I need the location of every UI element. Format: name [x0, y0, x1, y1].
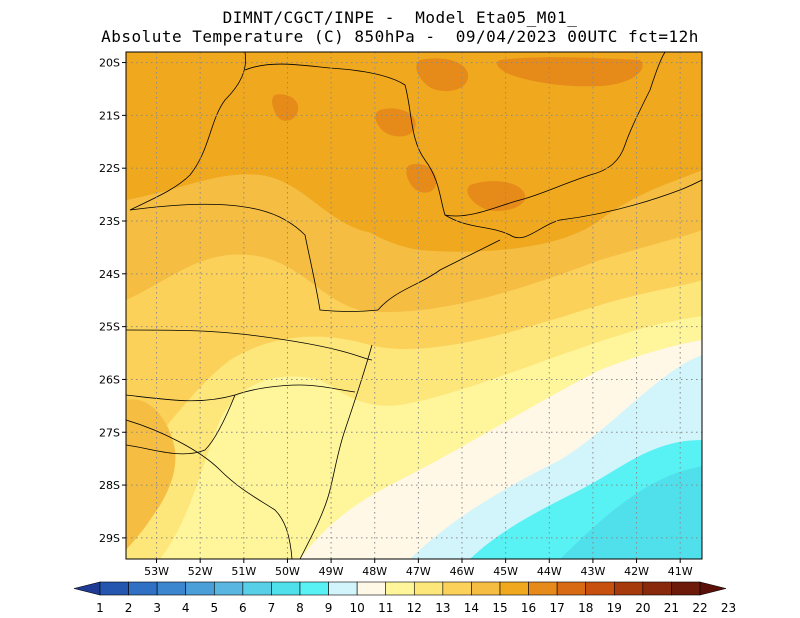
colorbar-box [385, 581, 415, 596]
lon-tick-label: 48W [362, 565, 387, 578]
chart-subtitle: Absolute Temperature (C) 850hPa - 09/04/… [101, 27, 699, 46]
lat-tick-label: 20S [99, 57, 120, 70]
colorbar-box [356, 581, 387, 596]
lat-tick-label: 23S [99, 215, 120, 228]
colorbar-label: 13 [435, 601, 450, 615]
map-frame [125, 51, 703, 560]
colorbar-box [271, 581, 301, 596]
lat-tick-label: 26S [99, 373, 120, 386]
colorbar-label: 10 [350, 601, 365, 615]
colorbar-label: 17 [550, 601, 565, 615]
colorbar-box [585, 581, 615, 596]
colorbar-label: 9 [325, 601, 333, 615]
lon-tick-label: 49W [319, 565, 344, 578]
colorbar-box [185, 581, 215, 596]
lon-tick-label: 46W [450, 565, 475, 578]
lat-tick-label: 21S [99, 109, 120, 122]
colorbar-label: 7 [268, 601, 276, 615]
colorbar-box [156, 581, 187, 596]
colorbar-box [613, 581, 644, 596]
colorbar-label: 20 [635, 601, 650, 615]
lat-lon-grid [126, 52, 702, 559]
colorbar-box [328, 581, 358, 596]
colorbar-arrow-right [699, 581, 727, 596]
colorbar-box [499, 581, 529, 596]
lat-tick-label: 22S [99, 162, 120, 175]
colorbar-label: 2 [125, 601, 133, 615]
colorbar: 1 2 3 4 5 6 7 8 9 10 11 12 13 14 15 16 17 18 19 20 21 22 23 [73, 581, 736, 615]
colorbar-label: 11 [378, 601, 393, 615]
colorbar-label: 4 [182, 601, 190, 615]
colorbar-box [671, 581, 701, 596]
temperature-field [126, 52, 702, 559]
colorbar-label: 3 [153, 601, 161, 615]
lon-tick-label: 51W [231, 565, 256, 578]
colorbar-box [99, 581, 129, 596]
colorbar-label: 12 [407, 601, 422, 615]
lon-tick-label: 41W [668, 565, 693, 578]
lon-tick-label: 47W [406, 565, 431, 578]
lat-tick-label: 25S [99, 321, 120, 334]
latitude-ticks: 20S 21S 22S 23S 24S 25S 26S 27S 28S 29S [99, 57, 126, 545]
colorbar-box [413, 581, 444, 596]
colorbar-box [442, 581, 472, 596]
colorbar-label: 18 [578, 601, 593, 615]
longitude-ticks: 53W 52W 51W 50W 49W 48W 47W 46W 45W 44W 43W 42W 41W [144, 559, 693, 578]
colorbar-box [642, 581, 672, 596]
colorbar-label: 19 [607, 601, 622, 615]
colorbar-label: 15 [492, 601, 507, 615]
colorbar-box [471, 581, 501, 596]
lat-tick-label: 28S [99, 479, 120, 492]
lon-tick-label: 53W [144, 565, 169, 578]
lon-tick-label: 45W [493, 565, 518, 578]
colorbar-box [299, 581, 329, 596]
colorbar-box [128, 581, 158, 596]
colorbar-label: 1 [96, 601, 104, 615]
colorbar-label: 22 [692, 601, 707, 615]
colorbar-label: 21 [664, 601, 679, 615]
lon-tick-label: 44W [537, 565, 562, 578]
colorbar-box [242, 581, 272, 596]
lat-tick-label: 24S [99, 268, 120, 281]
colorbar-label: 14 [464, 601, 479, 615]
boundary-lines [126, 52, 702, 559]
colorbar-label: 16 [521, 601, 536, 615]
lon-tick-label: 50W [275, 565, 300, 578]
lon-tick-label: 42W [624, 565, 649, 578]
chart-title: DIMNT/CGCT/INPE - Model Eta05_M01_ [222, 8, 578, 27]
colorbar-label: 5 [210, 601, 218, 615]
colorbar-box [528, 581, 558, 596]
colorbar-label: 23 [721, 601, 736, 615]
colorbar-arrow-left [73, 581, 101, 596]
colorbar-box [213, 581, 244, 596]
colorbar-box [556, 581, 587, 596]
lat-tick-label: 27S [99, 426, 120, 439]
lat-tick-label: 29S [99, 532, 120, 545]
colorbar-label: 6 [239, 601, 247, 615]
lon-tick-label: 43W [580, 565, 605, 578]
lon-tick-label: 52W [188, 565, 213, 578]
colorbar-label: 8 [296, 601, 304, 615]
